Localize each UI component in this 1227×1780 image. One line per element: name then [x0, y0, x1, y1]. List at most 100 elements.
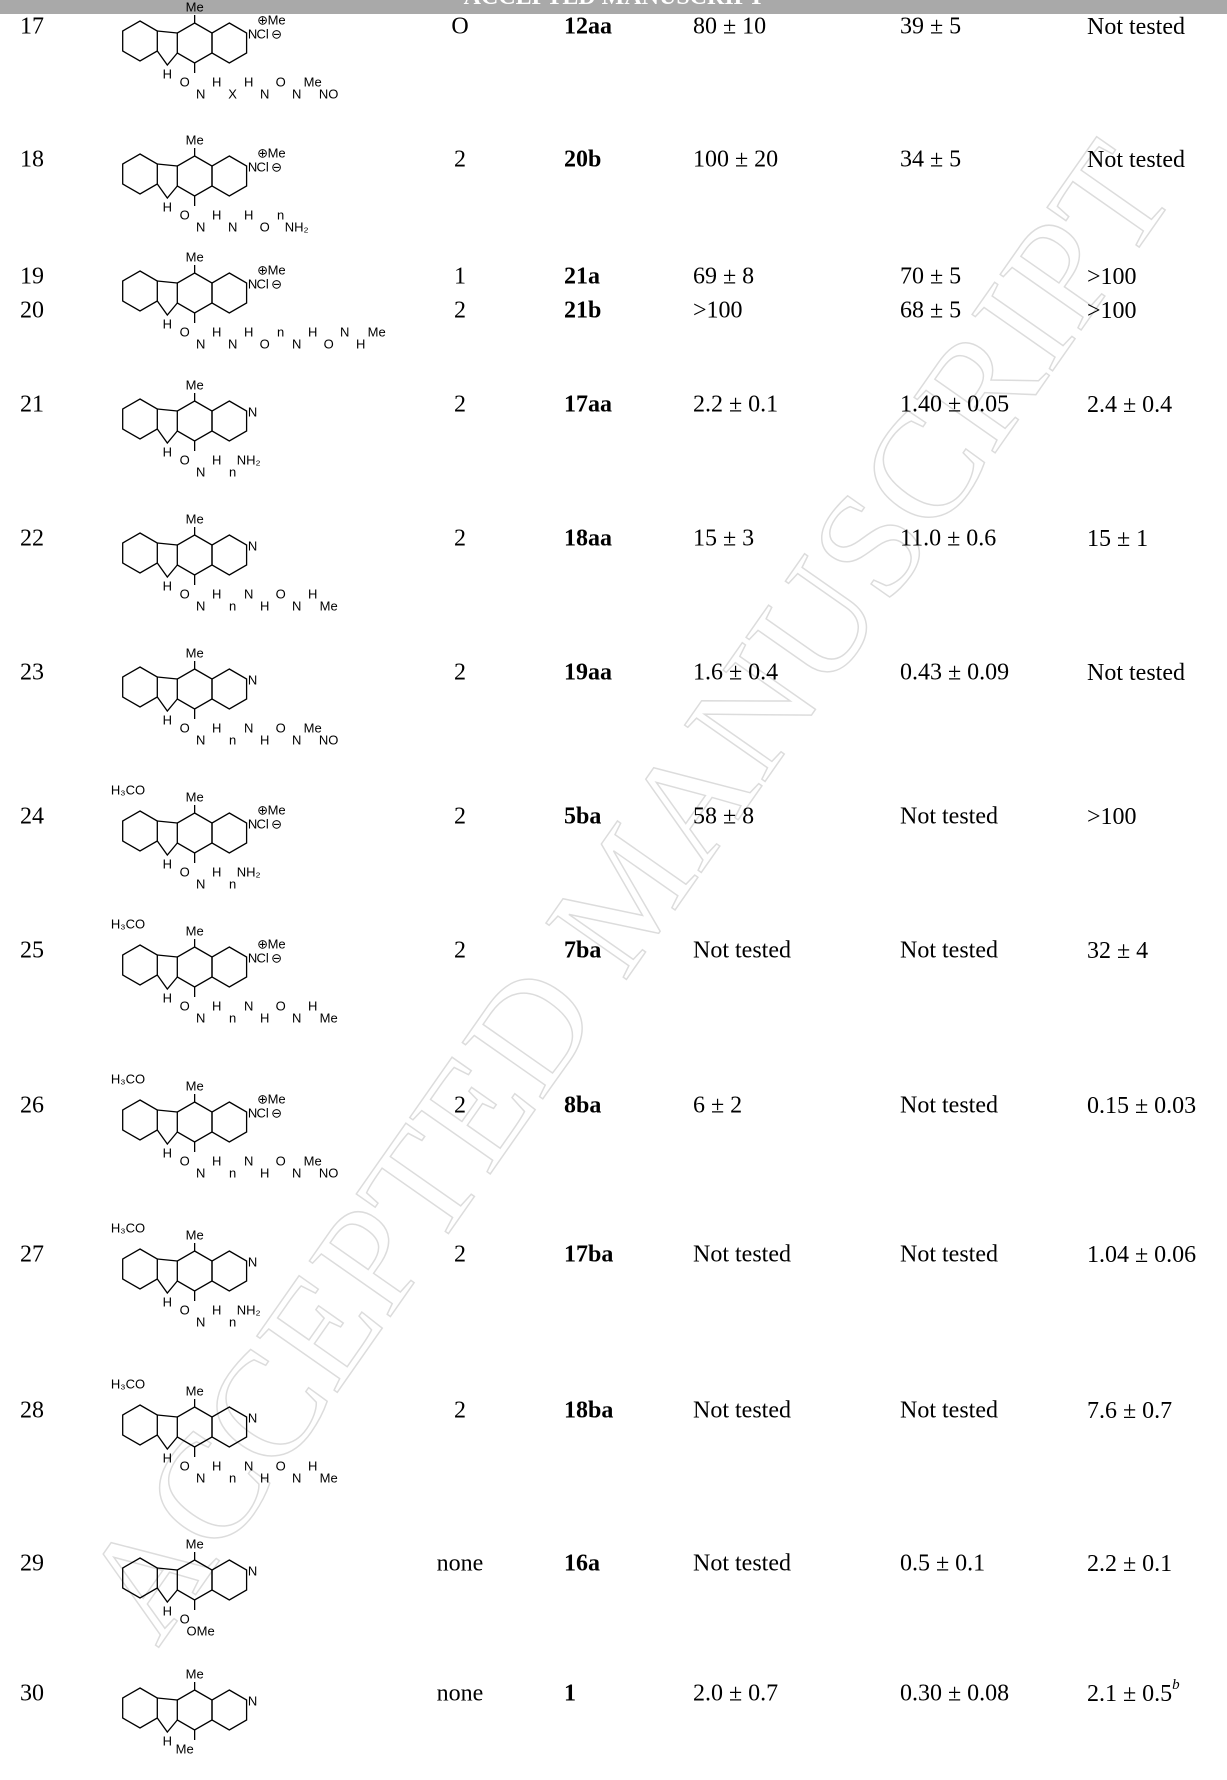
- chem-label: N: [196, 1165, 205, 1180]
- chem-label: Me: [186, 923, 204, 938]
- ring: [157, 429, 177, 443]
- ring: [177, 947, 212, 987]
- entry: 30: [20, 1681, 44, 1707]
- chem-label: Me: [186, 1536, 204, 1551]
- ring: [157, 677, 177, 679]
- n-value: 2: [454, 1398, 466, 1424]
- chem-label: n: [229, 1314, 236, 1329]
- chem-label: H: [163, 1450, 172, 1465]
- ring: [123, 154, 158, 194]
- chem-label: Me: [186, 789, 204, 804]
- value: 11.0 ± 0.6: [900, 526, 996, 552]
- ring: [212, 1251, 247, 1291]
- value: >100: [1087, 264, 1137, 290]
- value: 2.4 ± 0.4: [1087, 392, 1172, 418]
- ring: [157, 975, 177, 989]
- chem-label: H: [260, 1165, 269, 1180]
- value: 69 ± 8: [693, 264, 754, 290]
- value-text: 1.04 ± 0.06: [1087, 1242, 1196, 1268]
- ring: [212, 1102, 247, 1142]
- compound: 8ba: [564, 1093, 601, 1119]
- ring: [157, 1259, 177, 1261]
- ring: [157, 563, 177, 577]
- value-text: 2.4 ± 0.4: [1087, 392, 1172, 418]
- n-value: O: [451, 14, 468, 40]
- value: 1.40 ± 0.05: [900, 392, 1009, 418]
- chem-label: N: [196, 876, 205, 891]
- value: 0.30 ± 0.08: [900, 1681, 1009, 1707]
- ring: [177, 669, 212, 709]
- chem-label: O: [180, 452, 190, 467]
- chem-label: H: [212, 998, 221, 1013]
- compound: 12aa: [564, 14, 612, 40]
- chem-label: O: [260, 219, 270, 234]
- chem-label: Cl: [256, 1105, 268, 1120]
- chem-label: H: [163, 199, 172, 214]
- chem-label: H: [212, 1153, 221, 1168]
- n-value: 2: [454, 392, 466, 418]
- chem-label: H: [356, 336, 365, 351]
- chem-label: N: [228, 336, 237, 351]
- chem-label: O: [180, 1458, 190, 1473]
- ring: [157, 1279, 177, 1293]
- value: >100: [1087, 804, 1137, 830]
- chem-label: Me: [268, 936, 286, 951]
- chem-label: O: [180, 74, 190, 89]
- value: 2.1 ± 0.5b: [1087, 1677, 1180, 1706]
- ring: [177, 1251, 212, 1291]
- chem-label: H: [163, 1603, 172, 1618]
- value: Not tested: [900, 1242, 998, 1268]
- chem-label: Me: [268, 1091, 286, 1106]
- value: 32 ± 4: [1087, 938, 1148, 964]
- ring: [123, 667, 158, 707]
- chem-label: H: [244, 324, 253, 339]
- chem-label: N: [292, 336, 301, 351]
- chem-label: N: [248, 1410, 257, 1425]
- compound: 17ba: [564, 1242, 613, 1268]
- chem-label: H₃CO: [111, 916, 145, 931]
- chem-label: O: [180, 720, 190, 735]
- value-text: Not tested: [1087, 14, 1185, 40]
- ring: [212, 23, 247, 63]
- value: Not tested: [693, 1242, 791, 1268]
- chem-label: Cl: [256, 26, 268, 41]
- value-text: >100: [1087, 804, 1137, 830]
- n-value: 2: [454, 1242, 466, 1268]
- chem-label: Cl: [256, 816, 268, 831]
- ring: [157, 543, 177, 545]
- chem-label: N: [244, 586, 253, 601]
- ring: [177, 813, 212, 853]
- chem-label: H: [260, 1470, 269, 1485]
- chem-label: O: [180, 1302, 190, 1317]
- chem-label: ⊖: [271, 26, 282, 41]
- chem-label: Me: [320, 598, 338, 613]
- ring: [177, 535, 212, 575]
- ring: [157, 1130, 177, 1144]
- chem-label: H₃CO: [111, 1376, 145, 1391]
- ring: [123, 1100, 158, 1140]
- chem-label: H: [260, 1010, 269, 1025]
- entry: 18: [20, 147, 44, 173]
- chem-label: N: [244, 998, 253, 1013]
- ring: [157, 1718, 177, 1732]
- entry: 26: [20, 1093, 44, 1119]
- value: 6 ± 2: [693, 1093, 742, 1119]
- entry: 22: [20, 526, 44, 552]
- chem-label: Me: [186, 1383, 204, 1398]
- ring: [157, 409, 177, 411]
- n-value: 1: [454, 264, 466, 290]
- chem-label: n: [229, 464, 236, 479]
- entry: 29: [20, 1551, 44, 1577]
- chem-label: Me: [186, 377, 204, 392]
- ring: [157, 955, 177, 957]
- chem-label: H: [163, 1294, 172, 1309]
- value: Not tested: [693, 1398, 791, 1424]
- chem-label: H: [212, 586, 221, 601]
- chem-label: Me: [186, 249, 204, 264]
- compound: 19aa: [564, 660, 612, 686]
- chem-label: H: [212, 324, 221, 339]
- chem-label: N: [292, 86, 301, 101]
- chem-label: H₃CO: [111, 1220, 145, 1235]
- chem-label: NH₂: [285, 219, 309, 234]
- chem-label: O: [276, 1458, 286, 1473]
